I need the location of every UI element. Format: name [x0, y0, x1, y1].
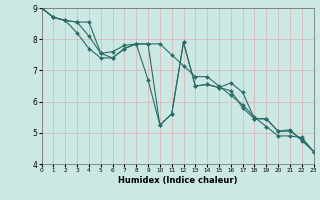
X-axis label: Humidex (Indice chaleur): Humidex (Indice chaleur)	[118, 176, 237, 185]
